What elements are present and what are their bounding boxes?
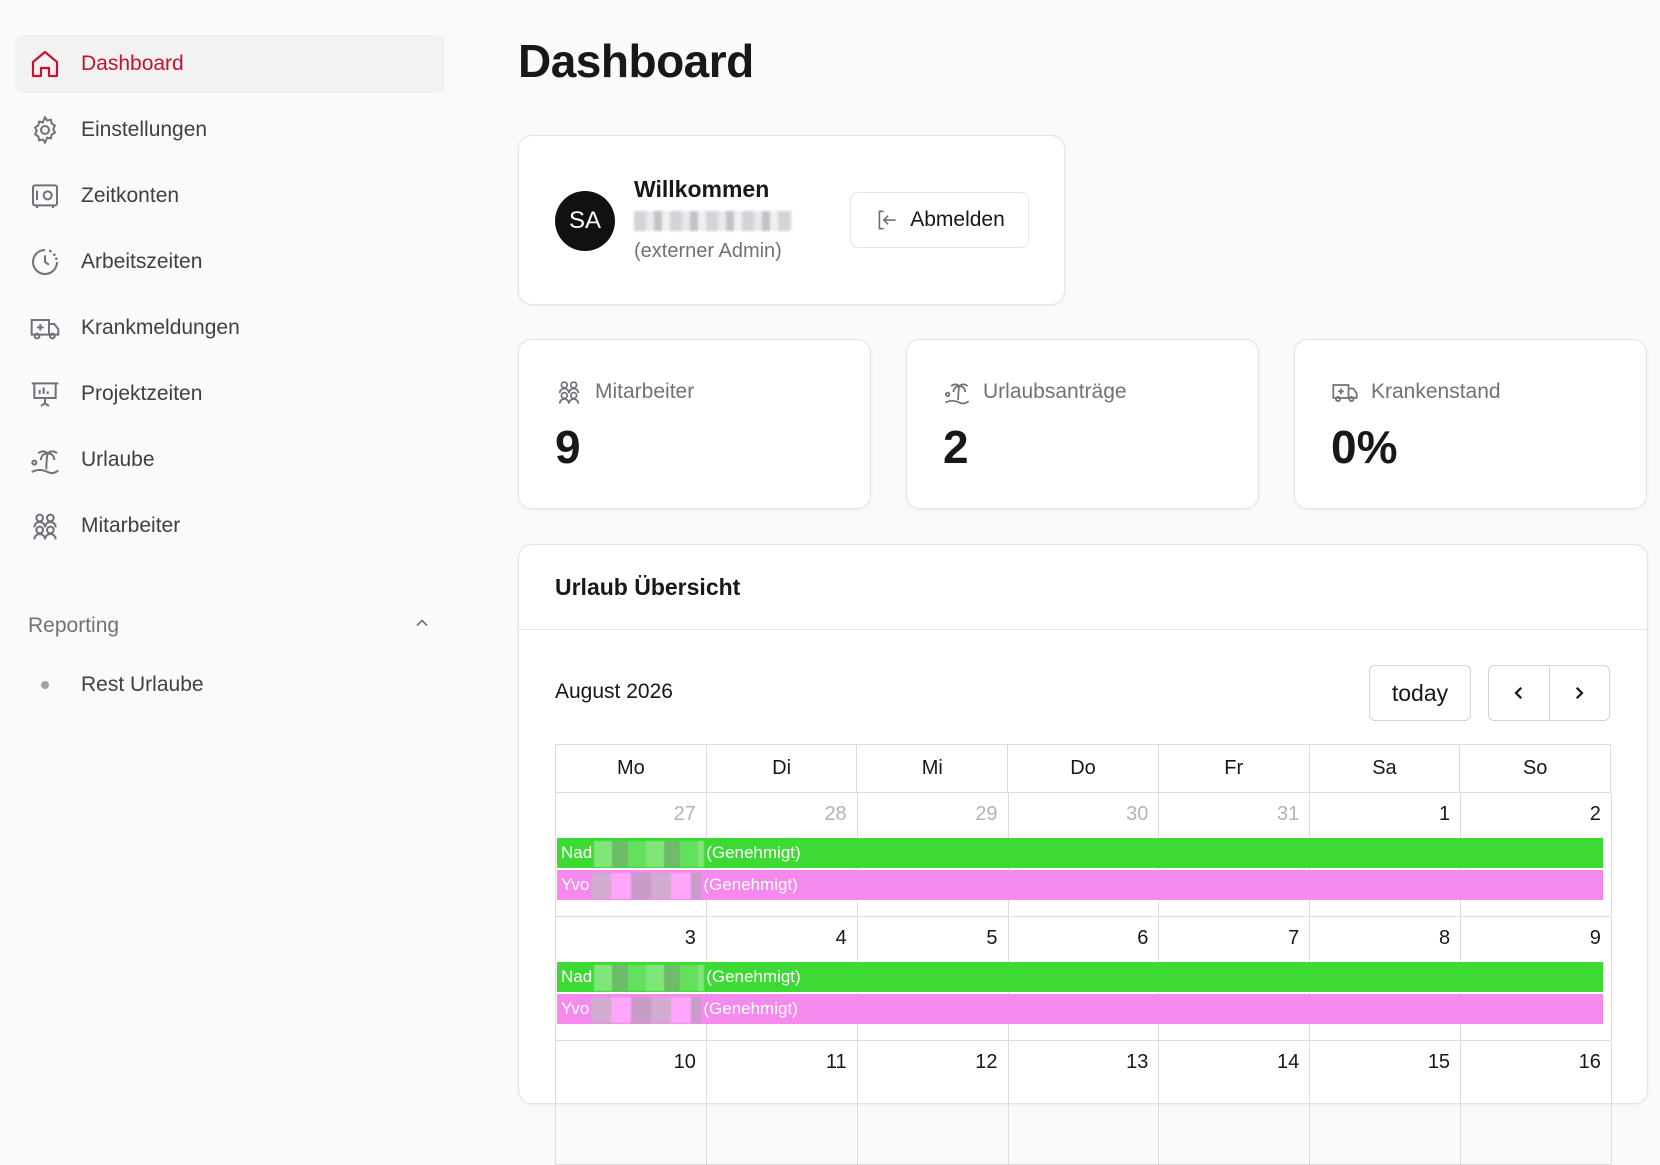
event-name-prefix: Nad bbox=[561, 967, 593, 986]
calendar-day[interactable]: 10 bbox=[556, 1041, 707, 1164]
sidebar-item-label: Urlaube bbox=[81, 448, 155, 471]
home-icon bbox=[28, 47, 62, 81]
safe-icon bbox=[28, 179, 62, 213]
event-name-prefix: Nad bbox=[561, 843, 593, 862]
event-name-prefix: Yvo bbox=[561, 875, 590, 894]
event-name-redacted bbox=[591, 872, 702, 899]
event-name-redacted bbox=[591, 996, 702, 1023]
weekday-header-cell: Mi bbox=[857, 745, 1009, 793]
logout-label: Abmelden bbox=[910, 208, 1005, 231]
sidebar-item-urlaube[interactable]: Urlaube bbox=[15, 431, 445, 489]
stat-value: 0% bbox=[1331, 421, 1398, 473]
users-icon bbox=[555, 378, 583, 406]
stat-label: Mitarbeiter bbox=[595, 380, 695, 403]
event-status: (Genehmigt) bbox=[703, 999, 798, 1018]
vacation-event[interactable]: Yvo (Genehmigt) bbox=[557, 994, 1603, 1024]
palm-tree-icon bbox=[943, 378, 971, 406]
event-name-redacted bbox=[594, 964, 705, 991]
vacation-event[interactable]: Yvo (Genehmigt) bbox=[557, 870, 1603, 900]
avatar: SA bbox=[555, 191, 615, 251]
page-title: Dashboard bbox=[518, 35, 754, 87]
sidebar-item-label: Zeitkonten bbox=[81, 184, 180, 207]
palm-tree-icon bbox=[28, 443, 62, 477]
calendar-day[interactable]: 9 bbox=[1461, 917, 1612, 1040]
chevron-right-icon bbox=[1576, 686, 1584, 700]
sidebar-group-label: Reporting bbox=[28, 614, 120, 637]
weekday-header-cell: Mo bbox=[556, 745, 707, 793]
sidebar-item-label: Rest Urlaube bbox=[81, 673, 204, 696]
ambulance-icon bbox=[1331, 378, 1359, 406]
weekday-header: Mo Di Mi Do Fr Sa So bbox=[556, 745, 1612, 793]
clock-icon bbox=[28, 245, 62, 279]
sidebar-item-label: Krankmeldungen bbox=[81, 316, 240, 339]
weekday-header-cell: Di bbox=[706, 745, 858, 793]
weekday-header-cell: Sa bbox=[1309, 745, 1461, 793]
calendar-week: 27 28 29 30 31 1 2 Nad (Genehmigt) Yvo (Genehmigt) bbox=[556, 793, 1612, 917]
stat-card-urlaubsantraege: Urlaubsanträge 2 bbox=[906, 339, 1259, 509]
calendar-week: 10 11 12 13 14 15 16 bbox=[556, 1041, 1612, 1165]
calendar-nav bbox=[1488, 665, 1610, 721]
vacation-overview-card: Urlaub Übersicht August 2026 today Mo Di M… bbox=[518, 544, 1648, 1165]
stat-label: Krankenstand bbox=[1371, 380, 1501, 403]
sidebar-item-dashboard[interactable]: Dashboard bbox=[15, 35, 445, 93]
stat-label: Urlaubsanträge bbox=[983, 380, 1127, 403]
calendar-day[interactable]: 12 bbox=[858, 1041, 1009, 1164]
calendar-day[interactable]: 14 bbox=[1159, 1041, 1311, 1164]
event-name-redacted bbox=[594, 840, 705, 867]
vacation-event[interactable]: Nad (Genehmigt) bbox=[557, 962, 1603, 992]
calendar-week: 3 4 5 6 7 8 9 Nad (Genehmigt) Yvo (Genehmigt) bbox=[556, 917, 1612, 1041]
presentation-icon bbox=[28, 377, 62, 411]
sidebar-item-rest-urlaube[interactable]: Rest Urlaube bbox=[15, 657, 445, 713]
sidebar-item-mitarbeiter[interactable]: Mitarbeiter bbox=[15, 497, 445, 555]
stat-value: 2 bbox=[943, 421, 969, 473]
chevron-left-icon bbox=[1514, 686, 1522, 700]
calendar-day[interactable]: 15 bbox=[1310, 1041, 1462, 1164]
sidebar-item-projektzeiten[interactable]: Projektzeiten bbox=[15, 365, 445, 423]
sidebar-item-label: Dashboard bbox=[81, 52, 184, 75]
stat-card-krankenstand: Krankenstand 0% bbox=[1294, 339, 1647, 509]
calendar-day[interactable]: 13 bbox=[1009, 1041, 1160, 1164]
weekday-header-cell: Do bbox=[1008, 745, 1159, 793]
calendar-day[interactable]: 11 bbox=[707, 1041, 858, 1164]
calendar-grid: Mo Di Mi Do Fr Sa So 27 28 29 30 31 1 2 Nad (Genehmigt… bbox=[555, 744, 1612, 1165]
event-status: (Genehmigt) bbox=[706, 967, 801, 986]
event-status: (Genehmigt) bbox=[703, 875, 798, 894]
sidebar-item-arbeitszeiten[interactable]: Arbeitszeiten bbox=[15, 233, 445, 291]
sidebar-item-krankmeldungen[interactable]: Krankmeldungen bbox=[15, 299, 445, 357]
next-month-button[interactable] bbox=[1548, 666, 1610, 720]
calendar-day[interactable]: 16 bbox=[1461, 1041, 1612, 1164]
prev-month-button[interactable] bbox=[1489, 666, 1549, 720]
sidebar: Dashboard Einstellungen Zeitkonten Arbei… bbox=[0, 0, 460, 1068]
sidebar-item-label: Projektzeiten bbox=[81, 382, 203, 405]
main-content: Dashboard SA Willkommen ████████████ (ex… bbox=[518, 0, 1648, 1165]
calendar-month: August 2026 bbox=[555, 680, 673, 703]
user-name-redacted: ████████████ bbox=[634, 211, 792, 231]
sidebar-item-einstellungen[interactable]: Einstellungen bbox=[15, 101, 445, 159]
welcome-card: SA Willkommen ████████████ (externer Adm… bbox=[518, 135, 1065, 305]
user-role: (externer Admin) bbox=[634, 240, 782, 262]
logout-icon bbox=[874, 207, 900, 233]
logout-button[interactable]: Abmelden bbox=[850, 192, 1029, 248]
sidebar-item-label: Arbeitszeiten bbox=[81, 250, 203, 273]
calendar-day[interactable]: 2 bbox=[1461, 793, 1612, 916]
event-status: (Genehmigt) bbox=[706, 843, 801, 862]
sidebar-item-zeitkonten[interactable]: Zeitkonten bbox=[15, 167, 445, 225]
stat-card-mitarbeiter: Mitarbeiter 9 bbox=[518, 339, 871, 509]
gear-icon bbox=[28, 113, 62, 147]
sidebar-item-label: Einstellungen bbox=[81, 118, 208, 141]
card-title: Urlaub Übersicht bbox=[519, 545, 1647, 630]
sidebar-group-reporting[interactable]: Reporting bbox=[15, 603, 445, 649]
weekday-header-cell: So bbox=[1460, 745, 1612, 793]
event-name-prefix: Yvo bbox=[561, 999, 590, 1018]
welcome-title: Willkommen bbox=[634, 176, 770, 202]
users-icon bbox=[28, 509, 62, 543]
bullet-dot-icon bbox=[28, 681, 62, 689]
sidebar-item-label: Mitarbeiter bbox=[81, 514, 181, 537]
ambulance-icon bbox=[28, 311, 62, 345]
chevron-up-icon bbox=[412, 613, 432, 639]
vacation-event[interactable]: Nad (Genehmigt) bbox=[557, 838, 1603, 868]
weekday-header-cell: Fr bbox=[1158, 745, 1310, 793]
today-button[interactable]: today bbox=[1369, 665, 1471, 721]
stat-value: 9 bbox=[555, 421, 581, 473]
